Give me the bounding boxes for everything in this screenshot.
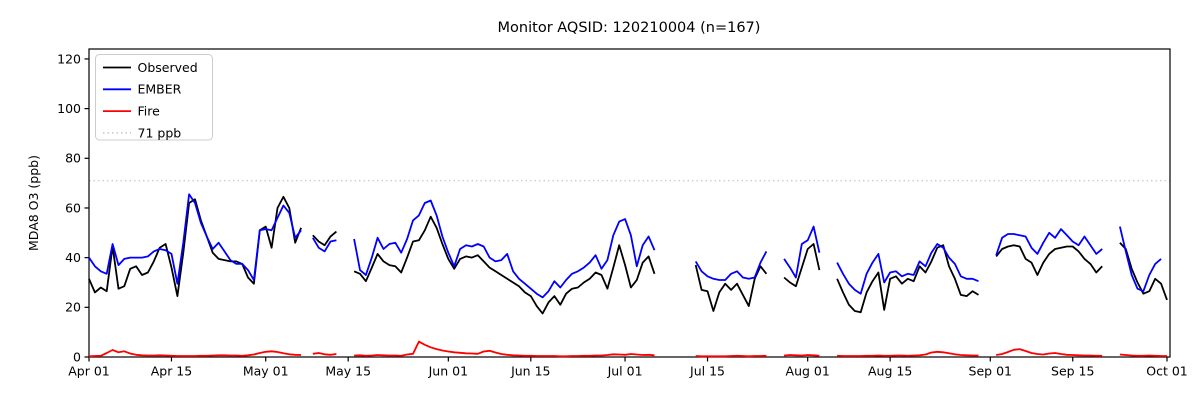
- ember-segment: [1119, 226, 1162, 293]
- fire-segment: [1119, 353, 1167, 357]
- fire-line: [88, 340, 1167, 358]
- y-tick-label: 60: [65, 200, 81, 215]
- ember-segment: [783, 225, 821, 279]
- x-tick-label: Jul 01: [607, 364, 643, 379]
- observed-segment: [694, 264, 768, 312]
- y-tick-label: 120: [57, 51, 81, 66]
- legend: Observed EMBER Fire 71 ppb: [95, 54, 213, 141]
- ember-segment: [995, 228, 1103, 256]
- x-tick-label: Sep 15: [1051, 364, 1094, 379]
- observed-segment: [836, 244, 979, 314]
- y-tick-label: 0: [73, 349, 81, 364]
- y-tick-label: 40: [65, 250, 81, 265]
- legend-box: [95, 54, 213, 141]
- legend-item-ember: EMBER: [103, 82, 182, 97]
- observed-segment: [783, 243, 821, 288]
- legend-label: 71 ppb: [138, 125, 182, 140]
- plot-area: Apr 01 Apr 15 May 01 May 15 Jun 01 Jun 15 Jul …: [57, 48, 1188, 379]
- ember-line: [88, 193, 1162, 299]
- y-axis: 0 20 40 60 80 100 120: [57, 51, 89, 364]
- fire-segment: [88, 349, 302, 358]
- fire-segment: [996, 348, 1103, 357]
- chart-title: Monitor AQSID: 120210004 (n=167): [498, 20, 761, 36]
- fire-segment: [354, 340, 655, 358]
- x-tick-label: Sep 01: [969, 364, 1012, 379]
- x-tick-label: Jul 15: [689, 364, 725, 379]
- x-tick-label: May 01: [243, 364, 289, 379]
- x-tick-label: Apr 01: [68, 364, 110, 379]
- ember-segment: [694, 250, 768, 281]
- legend-label: Observed: [138, 60, 198, 75]
- observed-segment: [353, 215, 656, 315]
- legend-label: Fire: [138, 104, 161, 119]
- y-axis-label: MDA8 O3 (ppb): [26, 155, 41, 251]
- axes-box: [88, 48, 1171, 358]
- legend-item-71-ppb: 71 ppb: [103, 125, 181, 140]
- x-tick-label: Jun 15: [510, 364, 550, 379]
- legend-item-fire: Fire: [103, 104, 160, 119]
- fire-segment: [837, 350, 979, 357]
- x-tick-label: Aug 15: [868, 364, 912, 379]
- x-axis: Apr 01 Apr 15 May 01 May 15 Jun 01 Jun 15 Jul …: [68, 357, 1188, 379]
- y-tick-label: 80: [65, 151, 81, 166]
- x-tick-label: Jun 01: [428, 364, 468, 379]
- observed-segment: [312, 230, 337, 247]
- legend-label: EMBER: [138, 82, 182, 97]
- legend-item-observed: Observed: [103, 60, 198, 75]
- x-tick-label: Aug 01: [786, 364, 830, 379]
- y-tick-label: 20: [65, 300, 81, 315]
- observed-line: [88, 195, 1168, 315]
- x-tick-label: Apr 15: [151, 364, 193, 379]
- y-tick-label: 100: [57, 101, 81, 116]
- ember-segment: [353, 199, 656, 299]
- x-tick-label: Oct 01: [1146, 364, 1188, 379]
- ember-segment: [836, 243, 979, 295]
- x-tick-label: May 15: [325, 364, 371, 379]
- fire-segment: [695, 354, 767, 358]
- observed-segment: [88, 195, 302, 298]
- observed-segment: [995, 244, 1103, 276]
- fire-segment: [784, 354, 820, 357]
- ember-segment: [88, 193, 302, 285]
- fire-segment: [312, 352, 337, 356]
- ember-segment: [312, 237, 337, 253]
